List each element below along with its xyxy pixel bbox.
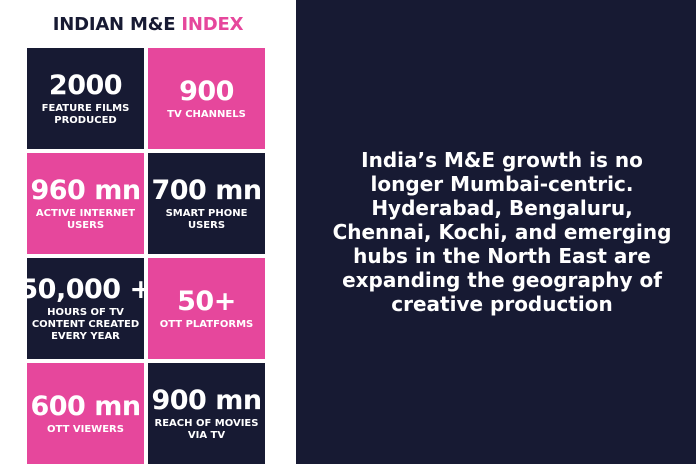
- stat-label: TV CHANNELS: [167, 108, 246, 120]
- index-title-main: INDIAN M&E: [52, 14, 176, 35]
- statement-text: India’s M&E growth is no longer Mumbai-c…: [332, 148, 672, 316]
- stat-label: ACTIVE INTERNET USERS: [35, 207, 136, 231]
- stat-tile-tv-channels: 900 TV CHANNELS: [148, 48, 265, 149]
- stat-label: OTT PLATFORMS: [159, 318, 254, 330]
- stat-tile-feature-films: 2000 FEATURE FILMS PRODUCED: [27, 48, 144, 149]
- stat-label: FEATURE FILMS PRODUCED: [41, 102, 130, 126]
- stat-value: 2000: [48, 69, 123, 101]
- stat-label: OTT VIEWERS: [47, 423, 124, 435]
- index-title-accent: INDEX: [181, 14, 244, 35]
- stat-tile-ott-viewers: 600 mn OTT VIEWERS: [27, 363, 144, 464]
- stat-value: 600 mn: [30, 390, 141, 422]
- stat-value: 900: [179, 75, 234, 107]
- stats-grid: 2000 FEATURE FILMS PRODUCED 900 TV CHANN…: [27, 48, 265, 464]
- index-panel: INDIAN M&E INDEX 2000 FEATURE FILMS PROD…: [0, 0, 296, 464]
- stat-value: 50+: [177, 285, 236, 317]
- stat-value: 700 mn: [151, 174, 262, 206]
- stat-value: 50,000 +: [27, 273, 144, 305]
- stat-label: REACH OF MOVIES VIA TV: [154, 417, 259, 441]
- stat-value: 900 mn: [151, 384, 262, 416]
- stat-tile-ott-platforms: 50+ OTT PLATFORMS: [148, 258, 265, 359]
- stat-tile-tv-content-hours: 50,000 + HOURS OF TV CONTENT CREATED EVE…: [27, 258, 144, 359]
- stat-value: 960 mn: [30, 174, 141, 206]
- stat-label: HOURS OF TV CONTENT CREATED EVERY YEAR: [31, 306, 140, 342]
- stat-label: SMART PHONE USERS: [165, 207, 248, 231]
- stat-tile-smartphone-users: 700 mn SMART PHONE USERS: [148, 153, 265, 254]
- statement-panel: India’s M&E growth is no longer Mumbai-c…: [296, 0, 696, 464]
- stat-tile-movie-reach: 900 mn REACH OF MOVIES VIA TV: [148, 363, 265, 464]
- stat-tile-internet-users: 960 mn ACTIVE INTERNET USERS: [27, 153, 144, 254]
- index-title: INDIAN M&E INDEX: [0, 14, 296, 40]
